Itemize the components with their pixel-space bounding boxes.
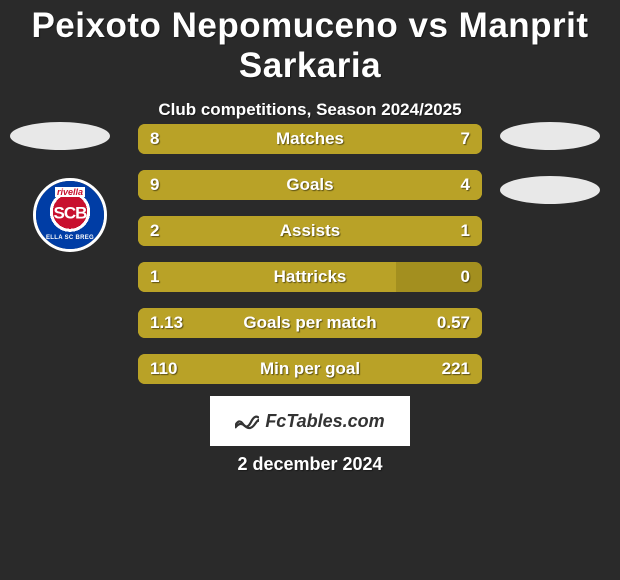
club-logo-top-text: rivella [55,187,85,197]
stat-row: 10Hattricks [138,262,482,292]
stat-label: Goals per match [138,308,482,338]
site-logo: FcTables.com [210,396,410,446]
stat-label: Hattricks [138,262,482,292]
comparison-card: Peixoto Nepomuceno vs Manprit Sarkaria C… [0,0,620,580]
stats-container: 87Matches 94Goals 21Assists 10Hattricks 1.13… [138,124,482,400]
player-right-badge-placeholder-1 [500,122,600,150]
stat-row: 87Matches [138,124,482,154]
stat-label: Goals [138,170,482,200]
player-right-badge-placeholder-2 [500,176,600,204]
page-subtitle: Club competitions, Season 2024/2025 [0,100,620,120]
club-logo-mid-text: SCB [54,203,87,223]
stat-row: 21Assists [138,216,482,246]
player-left-badge-placeholder [10,122,110,150]
club-logo-bottom-text: ELLA SC BREG [46,235,94,241]
stat-label: Matches [138,124,482,154]
stat-row: 110221Min per goal [138,354,482,384]
site-logo-icon [235,412,259,430]
player-left-club-badge: rivella SCB ELLA SC BREG [33,178,107,252]
footer-date: 2 december 2024 [0,454,620,475]
site-logo-text: FcTables.com [265,411,384,432]
stat-label: Min per goal [138,354,482,384]
stat-row: 1.130.57Goals per match [138,308,482,338]
page-title: Peixoto Nepomuceno vs Manprit Sarkaria [0,0,620,86]
stat-row: 94Goals [138,170,482,200]
club-logo-scb: rivella SCB ELLA SC BREG [36,181,104,249]
stat-label: Assists [138,216,482,246]
